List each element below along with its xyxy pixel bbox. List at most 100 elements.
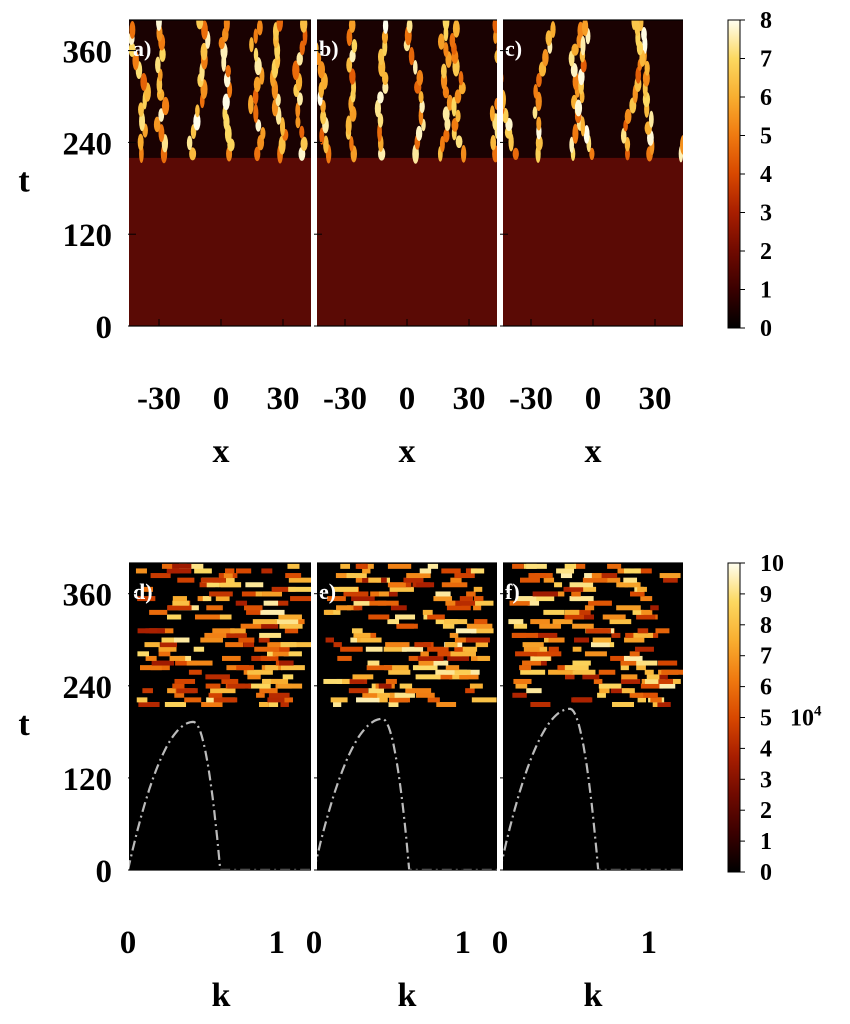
spectral-band: [570, 609, 591, 615]
intensity-spot: [449, 33, 456, 49]
spectral-band: [572, 660, 591, 666]
spectral-band: [454, 646, 465, 652]
spectral-band: [574, 637, 590, 643]
spectral-band: [372, 692, 399, 698]
spectral-band: [323, 678, 343, 684]
colorbar-tick-label: 8: [760, 613, 772, 639]
x-tick-label: 30: [639, 381, 672, 417]
intensity-spot: [571, 43, 579, 56]
spectral-band: [202, 596, 212, 602]
intensity-spot: [377, 91, 384, 104]
intensity-spot: [535, 135, 543, 151]
spectral-band: [208, 692, 223, 698]
spectral-band: [473, 605, 482, 611]
spectral-band: [445, 665, 460, 671]
intensity-spot: [460, 145, 467, 163]
intensity-spot: [570, 63, 578, 78]
colorbar-tick-label: 6: [760, 85, 772, 111]
spectral-band: [251, 655, 265, 661]
spectral-band: [174, 678, 196, 684]
spectral-band: [436, 701, 457, 707]
intensity-spot: [406, 20, 413, 34]
spectral-band: [353, 605, 363, 611]
spectral-band: [137, 596, 156, 602]
x-tick-label: 0: [492, 925, 509, 961]
spectral-band: [513, 623, 528, 629]
intensity-spot: [253, 28, 258, 44]
spectral-band: [225, 568, 235, 574]
spectral-band: [330, 697, 348, 703]
spectral-band: [387, 563, 412, 569]
spectral-band: [571, 697, 593, 703]
spectral-band: [158, 651, 171, 657]
spectral-band: [659, 683, 676, 689]
spectral-band: [532, 596, 555, 602]
spectral-band: [149, 609, 168, 615]
intensity-spot: [156, 20, 162, 31]
intensity-spot: [296, 92, 303, 106]
spectral-band: [280, 701, 289, 707]
spectral-band: [177, 688, 198, 694]
spectral-band: [598, 683, 622, 689]
spectral-band: [548, 646, 559, 652]
colorbar-gradient: [727, 562, 741, 873]
spectral-band: [368, 688, 385, 694]
intensity-spot: [493, 30, 498, 44]
spectral-band: [449, 674, 469, 680]
spectral-band: [661, 669, 685, 675]
intensity-spot: [351, 38, 358, 53]
spectral-band: [598, 669, 616, 675]
spectral-band: [471, 697, 497, 703]
spectral-band: [288, 586, 312, 592]
spectral-band: [261, 568, 273, 574]
spectral-band: [522, 642, 544, 648]
x-tick-label: -30: [323, 381, 367, 417]
spectral-band: [607, 563, 622, 569]
spectral-band: [138, 701, 160, 707]
spectral-band: [172, 600, 189, 606]
panel-c: c) -30 0 30 x: [499, 19, 687, 470]
intensity-spot: [580, 35, 586, 56]
intensity-spot: [578, 68, 585, 86]
spectral-band: [377, 600, 399, 606]
spectral-band: [454, 573, 475, 579]
spectral-band: [636, 614, 656, 620]
spectral-band: [366, 665, 393, 671]
spectral-band: [230, 628, 246, 634]
intensity-spot: [195, 104, 200, 118]
spectral-band: [519, 665, 532, 671]
spectral-band: [351, 596, 375, 602]
spectral-band: [137, 651, 150, 657]
intensity-spot: [374, 99, 382, 118]
intensity-spot: [248, 94, 254, 115]
colorbar: 0 1 2 3 4 5 6 7 8 9 10 104: [727, 551, 822, 886]
spectral-band: [332, 586, 359, 592]
spectral-band: [378, 683, 392, 689]
spectral-band: [634, 568, 652, 574]
spectral-band: [213, 697, 238, 703]
spectral-band: [415, 692, 435, 698]
spectral-band: [280, 642, 297, 648]
spectral-band: [609, 619, 632, 625]
intensity-spot: [442, 20, 450, 31]
spectral-band: [337, 655, 352, 661]
growth-rate-curve: [128, 720, 314, 870]
spectral-band: [522, 660, 542, 666]
spectral-band: [470, 568, 485, 574]
spectral-band: [450, 577, 462, 583]
spectral-band: [248, 683, 271, 689]
spectral-band: [175, 660, 198, 666]
intensity-spot: [137, 133, 144, 151]
spectral-band: [206, 582, 220, 588]
spectral-band: [616, 582, 641, 588]
colorbar-tick-label: 1: [760, 278, 772, 304]
spectral-band: [188, 669, 202, 675]
intensity-spot: [572, 123, 579, 144]
spectral-band: [629, 651, 640, 657]
intensity-spot: [419, 99, 425, 114]
spectral-band: [585, 628, 611, 634]
spectral-band: [450, 619, 468, 625]
spectral-band: [172, 596, 187, 602]
spectral-band: [193, 646, 205, 652]
spectral-band: [512, 563, 524, 569]
